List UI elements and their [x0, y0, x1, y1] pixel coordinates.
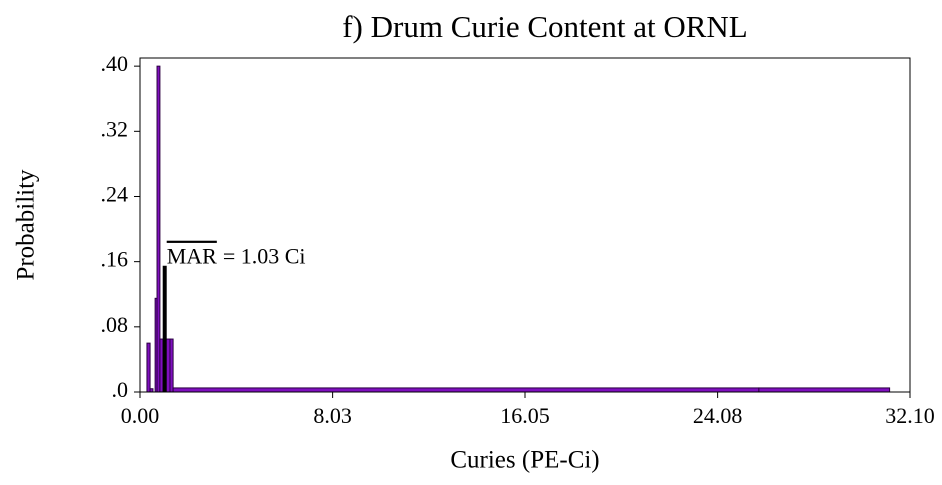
x-tick-label: 16.05	[500, 403, 550, 428]
x-tick-label: 32.10	[885, 403, 935, 428]
y-tick-label: .08	[101, 312, 129, 337]
y-tick-label: .32	[101, 116, 129, 141]
y-tick-label: .16	[101, 247, 129, 272]
bar	[146, 342, 151, 393]
plot-frame	[139, 57, 911, 393]
y-tick-label: .24	[101, 182, 129, 207]
bar	[172, 387, 760, 393]
x-tick-label: 8.03	[313, 403, 352, 428]
y-axis-label: Probability	[13, 169, 40, 281]
chart-title: f) Drum Curie Content at ORNL	[342, 9, 748, 44]
bar	[169, 338, 174, 393]
annotation: MAR = 1.03 Ci	[167, 244, 306, 269]
annotation-text: = 1.03 Ci	[223, 244, 306, 269]
y-tick-label: .0	[112, 377, 129, 402]
annotation-label: MAR	[167, 244, 217, 269]
x-tick-label: 24.08	[693, 403, 743, 428]
bar	[758, 387, 891, 393]
y-tick-label: .40	[101, 51, 129, 76]
x-axis-label: Curies (PE-Ci)	[450, 447, 599, 474]
x-tick-label: 0.00	[121, 403, 160, 428]
